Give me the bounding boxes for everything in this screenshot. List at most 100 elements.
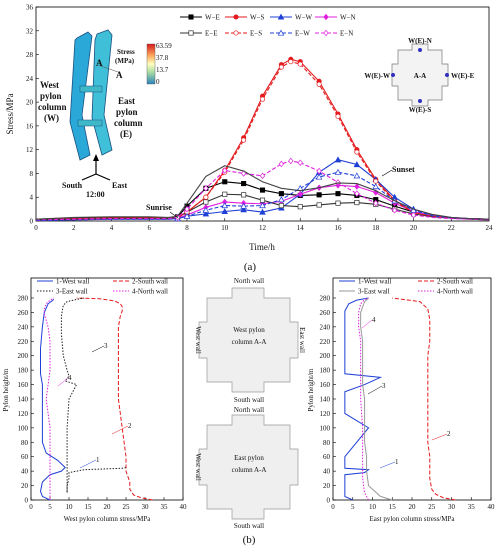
y-tick-label: 260 [320, 309, 331, 317]
x-tick-label: 24 [486, 224, 494, 232]
y-tick-label: 280 [18, 295, 29, 303]
west-pylon-label-2: pylon [40, 91, 62, 101]
data-point [316, 81, 322, 87]
cross-section-inset: W(E)-N W(E)-W A-A W(E)-E W(E)-S [364, 37, 474, 114]
data-point [335, 179, 341, 186]
data-point [354, 183, 360, 190]
data-point [335, 113, 341, 119]
legend-label: 1-West wall [56, 278, 90, 286]
section-label-s: W(E)-S [409, 106, 432, 114]
x-tick-label: 25 [123, 503, 131, 511]
y-tick-label: 24 [26, 75, 34, 83]
legend-marker [323, 13, 329, 21]
legend-b-left: 1-West wall 2-South wall 3-East wall 4-Nort… [37, 278, 168, 296]
legend-label: E−E [205, 30, 218, 38]
series-line-E−S [35, 61, 490, 221]
data-point [240, 170, 247, 177]
x-tick-label: 18 [372, 224, 380, 232]
section-outline [391, 43, 449, 107]
data-point [410, 211, 417, 219]
y-axis-label-b-right: Pylon height/m [307, 368, 315, 412]
y-ticks-b-right: 0 20 40 60 80 100 120 140 160 180 200 220 240 260 280 [320, 295, 336, 505]
legend-b-right: 1-West wall 2-South wall 3-East wall 4-Nort… [339, 278, 473, 296]
x-tick-label: 22 [448, 224, 456, 232]
y-tick-label: 180 [320, 367, 331, 375]
data-point [183, 212, 191, 219]
series-line-1-West wall [39, 299, 66, 501]
data-point [334, 156, 342, 163]
legend-label: E−S [250, 30, 262, 38]
data-point [334, 168, 342, 175]
east-pylon-label-3: column [114, 118, 143, 128]
x-tick-label: 30 [142, 503, 150, 511]
y-tick-label: 32 [26, 27, 34, 35]
x-tick-label: 4 [110, 224, 114, 232]
y-tick-label: 12 [26, 146, 34, 154]
x-tick-label: 5 [351, 503, 355, 511]
data-point [288, 157, 294, 165]
data-point [354, 200, 360, 206]
pylon-inset: A A West pylon column (W) East pylon col… [38, 29, 143, 199]
x-tick-label: 0 [331, 503, 335, 511]
data-point [240, 202, 247, 209]
panel-b-caption: (b) [243, 534, 256, 546]
x-tick-label: 20 [410, 224, 418, 232]
series-line-3-East wall [60, 297, 127, 493]
data-point [288, 59, 294, 65]
y-tick-label: 220 [18, 338, 29, 346]
south-wall-bottom: South wall [234, 522, 264, 530]
plot-area-b-left [30, 277, 184, 501]
y-tick-label: 280 [320, 295, 331, 303]
curve-label-2-left: 2 [128, 422, 132, 430]
colorbar-tick-0: 63.59 [156, 42, 172, 50]
x-tick-label: 20 [409, 503, 417, 511]
curve-label-1-right: 1 [395, 458, 399, 466]
center-east-line1: East pylon [234, 454, 264, 462]
data-point [259, 197, 266, 203]
point-w [391, 73, 395, 77]
x-ticks-b-left: 0 5 10 15 20 25 30 35 40 [29, 497, 187, 511]
x-tick-label: 10 [66, 503, 74, 511]
colorbar-title-1: Stress [117, 48, 135, 56]
y-tick-label: 36 [26, 4, 34, 12]
east-pylon-shape [91, 29, 113, 156]
east-pylon-label-4: (E) [120, 129, 132, 139]
sunrise-pointer [169, 211, 179, 219]
y-tick-label: 160 [320, 381, 331, 389]
data-point [315, 173, 323, 180]
south-wall-top: South wall [234, 396, 264, 404]
center-west-line1: West pylon [233, 326, 265, 334]
legend-label: E−W [295, 30, 310, 38]
colorbar-gradient [146, 43, 156, 85]
series-line-4-North wall [43, 297, 55, 500]
curve-label-1-left: 1 [96, 456, 100, 464]
x-ticks-a: 0 2 4 6 8 10 12 14 16 18 20 22 24 [34, 218, 493, 232]
crossbeam-upper [79, 85, 103, 93]
curve-label-3-left: 3 [104, 342, 108, 350]
data-point [184, 205, 190, 213]
colorbar: Stress (MPa) 63.59 37.8 13.7 0 [115, 42, 172, 86]
north-wall-bottom: North wall [234, 406, 264, 414]
data-point [316, 192, 322, 198]
pointer-1-right [379, 461, 396, 469]
data-point [203, 185, 209, 192]
colorbar-title-2: (MPa) [115, 57, 135, 65]
y-tick-label: 120 [18, 410, 29, 418]
point-e [445, 73, 449, 77]
data-point [203, 194, 209, 200]
x-tick-label: 10 [221, 224, 229, 232]
data-point [221, 208, 229, 215]
data-point [297, 61, 303, 67]
west-pylon-label-4: (W) [44, 113, 59, 123]
x-axis-label-b-left: West pylon column stress/MPa [64, 515, 152, 523]
section-label-center: A-A [414, 72, 426, 80]
east-section-outline [198, 414, 299, 520]
east-wall-label: East wall [298, 327, 306, 353]
x-tick-label: 35 [468, 503, 476, 511]
y-tick-label: 4 [30, 194, 34, 202]
y-tick-label: 40 [21, 468, 29, 476]
x-tick-label: 5 [48, 503, 52, 511]
cross-sections-middle: North wall West pylon column A-A South w… [194, 277, 299, 530]
chart-b-right: 0 5 10 15 20 25 30 35 40 0 20 40 60 80 100 120 140 160 18… [298, 278, 495, 524]
